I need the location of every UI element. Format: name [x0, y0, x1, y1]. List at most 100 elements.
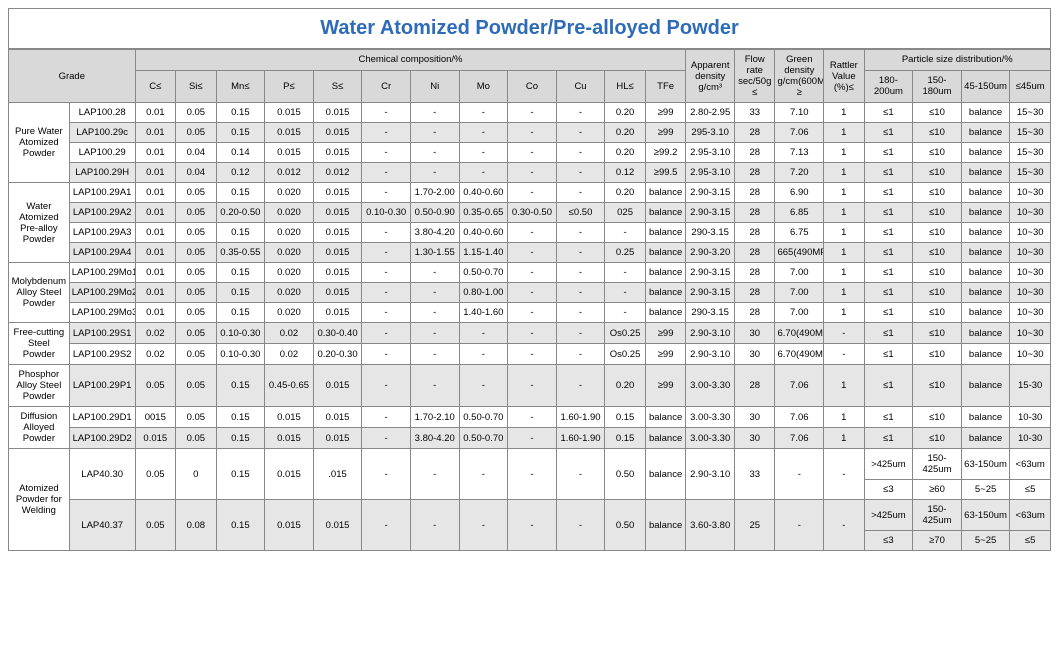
cell-hl: - [605, 303, 646, 323]
cell-cr: - [362, 303, 411, 323]
cell-ad: 2.90-3.15 [686, 203, 735, 223]
cell-cr: - [362, 407, 411, 428]
cell-fr: 28 [734, 203, 775, 223]
cell-c: 0015 [135, 407, 176, 428]
cell-gd: 7.00 [775, 303, 824, 323]
cell-co: - [508, 103, 557, 123]
cell-hl: 0.15 [605, 428, 646, 449]
cell-co: - [508, 500, 557, 551]
cell-psd-bot: ≤5 [1010, 480, 1051, 500]
cell-p3: balance [961, 223, 1010, 243]
cell-p4: 10~30 [1010, 243, 1051, 263]
section-label: Water Atomized Pre-alloy Powder [9, 183, 70, 263]
cell-p2: ≤10 [913, 365, 962, 407]
cell-p1: ≤1 [864, 283, 913, 303]
cell-mo: 0.50-0.70 [459, 428, 508, 449]
cell-mo: 0.35-0.65 [459, 203, 508, 223]
cell-p2: ≤10 [913, 123, 962, 143]
cell-cu: - [556, 103, 605, 123]
cell-cu: - [556, 263, 605, 283]
cell-ad: 2.95-3.10 [686, 143, 735, 163]
cell-cr: - [362, 103, 411, 123]
cell-ad: 2.80-2.95 [686, 103, 735, 123]
cell-gd: 7.00 [775, 263, 824, 283]
table-row: Free-cutting Steel PowderLAP100.29S10.02… [9, 323, 1051, 344]
cell-mo: 0.40-0.60 [459, 223, 508, 243]
cell-cr: - [362, 323, 411, 344]
cell-mn: 0.10-0.30 [216, 344, 265, 365]
cell-mn: 0.15 [216, 103, 265, 123]
cell-cu: - [556, 143, 605, 163]
section-label: Free-cutting Steel Powder [9, 323, 70, 365]
cell-fr: 28 [734, 223, 775, 243]
cell-si: 0.05 [176, 203, 217, 223]
cell-gd: 7.06 [775, 123, 824, 143]
cell-co: - [508, 243, 557, 263]
cell-ni: 0.50-0.90 [410, 203, 459, 223]
section-label: Atomized Powder for Welding [9, 449, 70, 551]
cell-tfe: ≥99 [645, 323, 686, 344]
cell-s: 0.012 [313, 163, 362, 183]
cell-p2: ≤10 [913, 163, 962, 183]
cell-c: 0.01 [135, 243, 176, 263]
cell-cu: - [556, 500, 605, 551]
cell-c: 0.01 [135, 303, 176, 323]
table-row: Diffusion Alloyed PowderLAP100.29D100150… [9, 407, 1051, 428]
cell-fr: 33 [734, 449, 775, 500]
cell-mo: - [459, 344, 508, 365]
cell-si: 0.05 [176, 365, 217, 407]
cell-grade: LAP100.29Mo3 [69, 303, 135, 323]
cell-p: 0.020 [265, 203, 314, 223]
cell-ni: - [410, 143, 459, 163]
cell-psd-top: >425um [864, 500, 913, 531]
cell-mo: 1.15-1.40 [459, 243, 508, 263]
cell-rv: 1 [824, 407, 865, 428]
hdr-mo: Mo [459, 70, 508, 102]
cell-p1: ≤1 [864, 103, 913, 123]
cell-p4: 15~30 [1010, 143, 1051, 163]
cell-hl: - [605, 263, 646, 283]
cell-cr: - [362, 123, 411, 143]
cell-cu: - [556, 223, 605, 243]
cell-s: 0.015 [313, 407, 362, 428]
cell-c: 0.01 [135, 123, 176, 143]
cell-p1: ≤1 [864, 183, 913, 203]
cell-mo: - [459, 365, 508, 407]
cell-si: 0.05 [176, 183, 217, 203]
cell-p4: 10~30 [1010, 323, 1051, 344]
cell-fr: 28 [734, 365, 775, 407]
cell-psd-bot: ≥70 [913, 531, 962, 551]
cell-cu: - [556, 323, 605, 344]
cell-p2: ≤10 [913, 183, 962, 203]
hdr-p45u: ≤45um [1010, 70, 1051, 102]
cell-ni: 3.80-4.20 [410, 428, 459, 449]
cell-cr: - [362, 163, 411, 183]
cell-mn: 0.15 [216, 365, 265, 407]
cell-rv: - [824, 323, 865, 344]
cell-gd: 7.20 [775, 163, 824, 183]
cell-mo: - [459, 449, 508, 500]
cell-gd: 7.06 [775, 407, 824, 428]
cell-hl: 0.20 [605, 143, 646, 163]
hdr-cu: Cu [556, 70, 605, 102]
cell-fr: 28 [734, 303, 775, 323]
cell-rv: 1 [824, 428, 865, 449]
cell-p1: ≤1 [864, 365, 913, 407]
cell-psd-bot: 5~25 [961, 480, 1010, 500]
cell-rv: 1 [824, 143, 865, 163]
cell-c: 0.01 [135, 283, 176, 303]
cell-gd: 7.13 [775, 143, 824, 163]
cell-mn: 0.15 [216, 183, 265, 203]
cell-p3: balance [961, 263, 1010, 283]
cell-gd: - [775, 500, 824, 551]
cell-hl: 0.15 [605, 407, 646, 428]
cell-cu: - [556, 344, 605, 365]
cell-psd-bot: ≥60 [913, 480, 962, 500]
cell-cr: - [362, 223, 411, 243]
cell-p2: ≤10 [913, 223, 962, 243]
cell-p: 0.015 [265, 500, 314, 551]
cell-gd: 7.10 [775, 103, 824, 123]
cell-s: 0.015 [313, 283, 362, 303]
cell-si: 0 [176, 449, 217, 500]
cell-mn: 0.15 [216, 428, 265, 449]
